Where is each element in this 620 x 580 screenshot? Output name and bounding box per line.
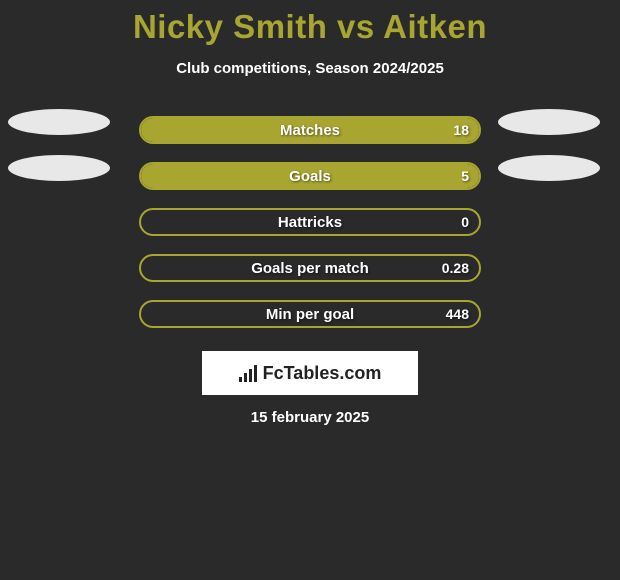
stat-bar: Matches18 bbox=[139, 116, 481, 144]
logo: FcTables.com bbox=[239, 363, 382, 384]
date-label: 15 february 2025 bbox=[0, 409, 620, 426]
page-title: Nicky Smith vs Aitken bbox=[0, 8, 620, 46]
stat-row: Hattricks0 bbox=[0, 199, 620, 245]
comparison-widget: Nicky Smith vs Aitken Club competitions,… bbox=[0, 0, 620, 426]
stat-bar: Min per goal448 bbox=[139, 300, 481, 328]
stat-label: Hattricks bbox=[141, 214, 479, 231]
right-ellipse bbox=[498, 155, 600, 181]
stat-bar: Goals5 bbox=[139, 162, 481, 190]
stat-rows: Matches18 Goals5 Hattricks0 Goals per match… bbox=[0, 107, 620, 337]
stat-row: Goals5 bbox=[0, 153, 620, 199]
right-ellipse bbox=[498, 109, 600, 135]
stat-row: Min per goal448 bbox=[0, 291, 620, 337]
stat-value: 18 bbox=[453, 122, 469, 138]
stat-value: 5 bbox=[461, 168, 469, 184]
stat-value: 0 bbox=[461, 214, 469, 230]
stat-row: Matches18 bbox=[0, 107, 620, 153]
left-ellipse bbox=[8, 155, 110, 181]
stat-bar: Hattricks0 bbox=[139, 208, 481, 236]
stat-value: 0.28 bbox=[442, 260, 469, 276]
subtitle: Club competitions, Season 2024/2025 bbox=[0, 60, 620, 77]
logo-text: FcTables.com bbox=[263, 363, 382, 384]
stat-row: Goals per match0.28 bbox=[0, 245, 620, 291]
stat-value: 448 bbox=[446, 306, 469, 322]
stat-label: Goals per match bbox=[141, 260, 479, 277]
stat-label: Matches bbox=[141, 122, 479, 139]
left-ellipse bbox=[8, 109, 110, 135]
chart-icon bbox=[239, 364, 257, 382]
stat-label: Min per goal bbox=[141, 306, 479, 323]
logo-box[interactable]: FcTables.com bbox=[202, 351, 418, 395]
stat-label: Goals bbox=[141, 168, 479, 185]
stat-bar: Goals per match0.28 bbox=[139, 254, 481, 282]
